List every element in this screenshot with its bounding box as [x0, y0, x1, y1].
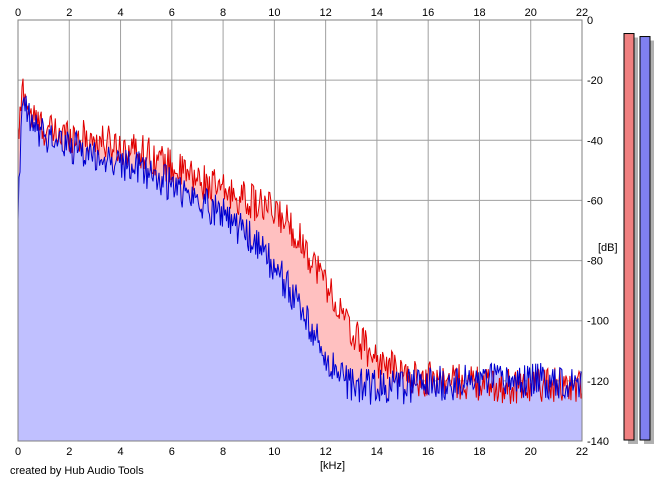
- y-tick-label: -20: [587, 75, 603, 87]
- x-tick-label-bottom: 0: [15, 446, 21, 458]
- x-tick-label-bottom: 22: [576, 446, 588, 458]
- spectrum-areas: [18, 78, 582, 442]
- y-tick-label: -140: [587, 436, 609, 448]
- series-1-area: [18, 95, 582, 442]
- x-tick-label-top: 0: [15, 7, 21, 19]
- level-meter-bar: [623, 33, 635, 441]
- x-axis-label: [kHz]: [320, 460, 345, 472]
- x-tick-label-bottom: 20: [525, 446, 537, 458]
- footer-credit: created by Hub Audio Tools: [10, 465, 144, 477]
- x-tick-label-top: 16: [422, 7, 434, 19]
- y-tick-label: 0: [587, 15, 593, 27]
- x-tick-label-top: 10: [268, 7, 280, 19]
- level-meters: [623, 33, 654, 445]
- y-tick-labels: 0 -20 -40 -60 -80 -100 -120 -140: [587, 15, 609, 448]
- x-tick-labels-top: 0 2 4 6 8 10 12 14 16 18 20 22: [15, 7, 588, 19]
- x-tick-label-bottom: 2: [66, 446, 72, 458]
- x-tick-label-bottom: 8: [220, 446, 226, 458]
- plot-border: [17, 19, 583, 442]
- x-tick-label-bottom: 18: [473, 446, 485, 458]
- x-tick-label-bottom: 12: [320, 446, 332, 458]
- x-tick-label-top: 12: [320, 7, 332, 19]
- x-tick-label-top: 6: [169, 7, 175, 19]
- y-tick-label: -80: [587, 256, 603, 268]
- x-tick-label-top: 20: [525, 7, 537, 19]
- x-tick-label-bottom: 16: [422, 446, 434, 458]
- level-meter-bar: [639, 36, 651, 441]
- series-1-line: [17, 95, 583, 405]
- x-tick-label-bottom: 4: [117, 446, 123, 458]
- x-tick-label-top: 22: [576, 7, 588, 19]
- x-tick-label-top: 14: [371, 7, 383, 19]
- y-tick-label: -100: [587, 316, 609, 328]
- x-tick-label-top: 4: [117, 7, 123, 19]
- x-tick-label-top: 8: [220, 7, 226, 19]
- x-tick-label-bottom: 10: [268, 446, 280, 458]
- x-tick-label-bottom: 14: [371, 446, 383, 458]
- x-tick-label-bottom: 6: [169, 446, 175, 458]
- spectrum-lines: [17, 78, 583, 405]
- x-tick-label-top: 2: [66, 7, 72, 19]
- x-tick-labels-bottom: 0 2 4 6 8 10 12 14 16 18 20 22: [15, 446, 588, 458]
- y-axis-label: [dB]: [598, 242, 618, 254]
- y-tick-label: -40: [587, 135, 603, 147]
- y-tick-label: -60: [587, 195, 603, 207]
- y-tick-label: -120: [587, 376, 609, 388]
- x-tick-label-top: 18: [473, 7, 485, 19]
